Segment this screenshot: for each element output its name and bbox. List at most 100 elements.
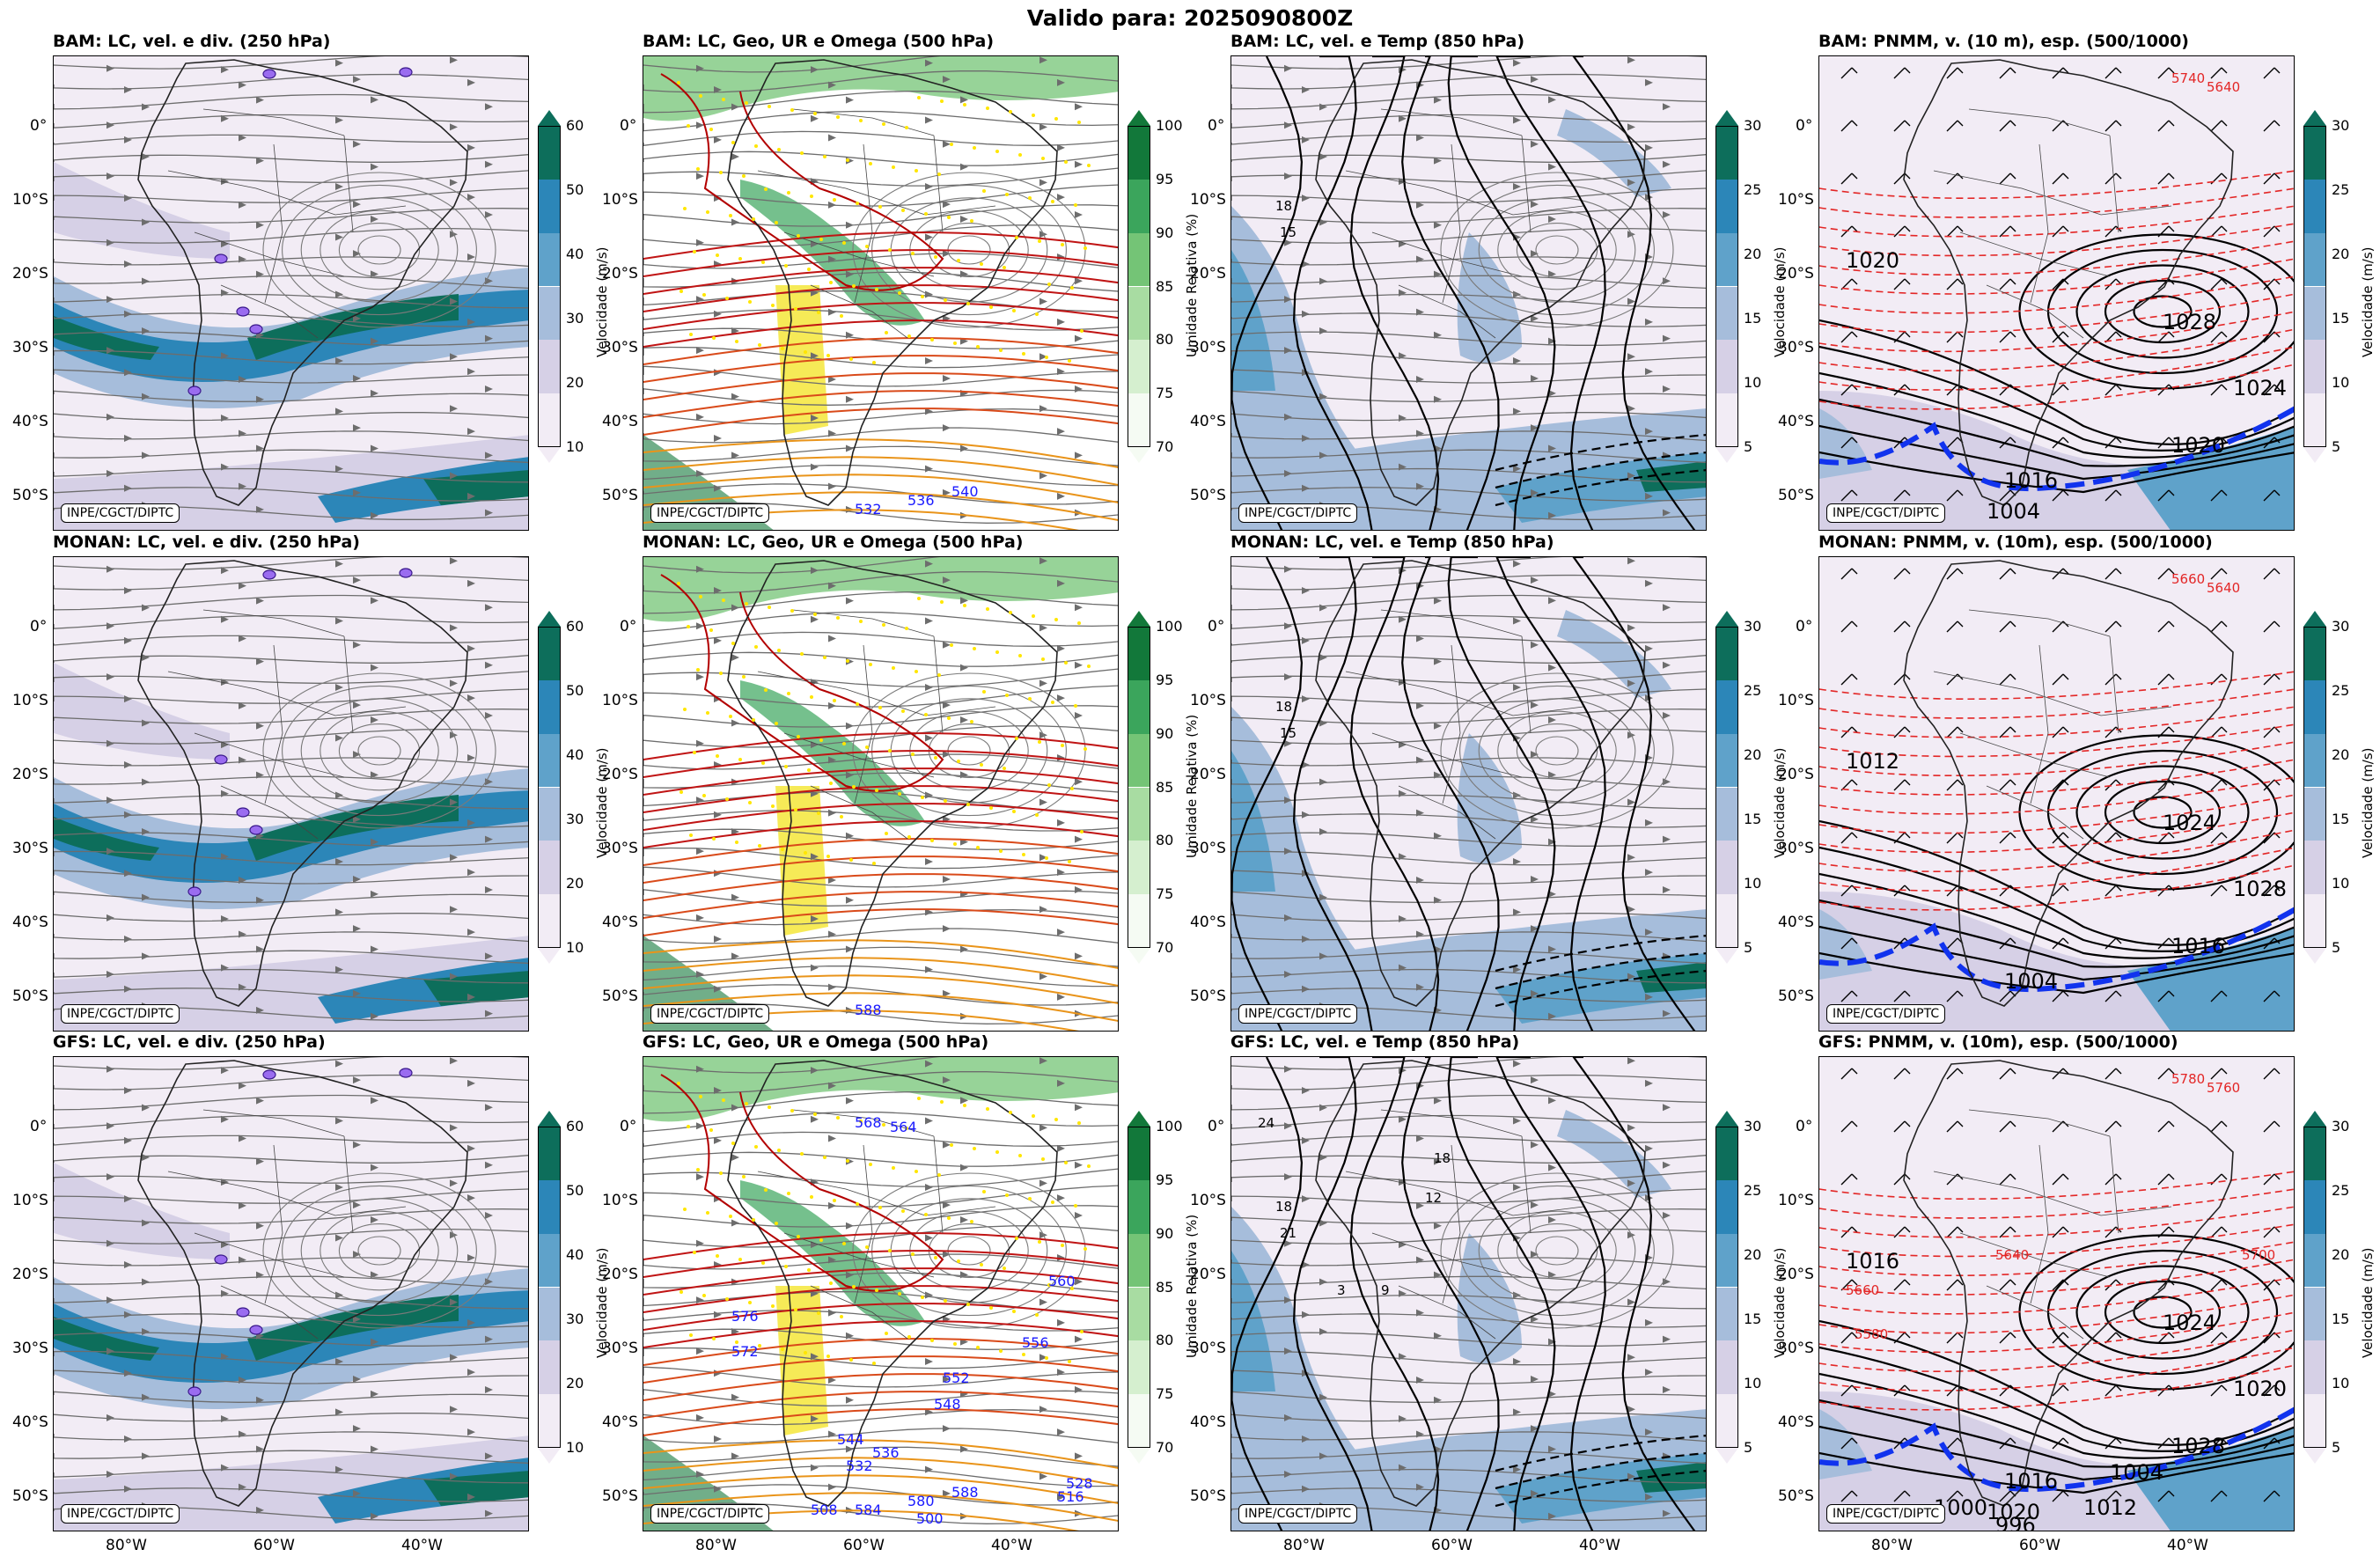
colorbar <box>1128 126 1150 447</box>
map-canvas: 588 <box>643 557 1118 1031</box>
geopotential-label: 560 <box>1048 1273 1076 1289</box>
colorbar-extend-min <box>538 447 561 463</box>
lat-tick-label: 20°S <box>1190 1266 1226 1283</box>
geopotential-label: 580 <box>907 1493 935 1509</box>
lat-tick-label: 10°S <box>602 1192 638 1209</box>
colorbar-frame <box>1128 1127 1150 1448</box>
colorbar-tick-label: 30 <box>2332 618 2350 635</box>
panel-title: BAM: LC, vel. e Temp (850 hPa) <box>1230 32 1525 51</box>
panel-title: GFS: LC, vel. e Temp (850 hPa) <box>1230 1032 1520 1052</box>
thickness-label: 5760 <box>2207 1080 2240 1096</box>
colorbar-segment <box>1128 787 1150 841</box>
colorbar-tick-label: 20 <box>2332 746 2350 763</box>
lon-tick-label: 40°W <box>1579 1537 1620 1554</box>
colorbar <box>2303 126 2326 447</box>
lat-tick-label: 20°S <box>12 766 48 783</box>
colorbar-extend-max <box>2303 611 2326 627</box>
geopotential-label: 516 <box>1057 1488 1084 1505</box>
colorbar-tick-label: 20 <box>2332 1246 2350 1263</box>
colorbar-tick-label: 100 <box>1156 1118 1183 1134</box>
lat-tick-label: 20°S <box>1190 265 1226 283</box>
colorbar-tick-label: 15 <box>1744 1311 1762 1327</box>
credit-badge: INPE/CGCT/DIPTC <box>1238 1004 1358 1024</box>
colorbar-tick-label: 70 <box>1156 438 1174 455</box>
coastline <box>727 560 1058 1007</box>
lat-tick-label: 40°S <box>12 914 48 931</box>
lon-tick-label: 40°W <box>2167 1537 2208 1554</box>
colorbar-tick-label: 95 <box>1156 671 1174 688</box>
colorbar-segment <box>2303 1179 2326 1234</box>
geopotential-label: 552 <box>943 1369 970 1386</box>
colorbar-tick-label: 15 <box>2332 811 2350 827</box>
colorbar-extend-max <box>538 611 561 627</box>
colorbar-segment <box>1715 1233 1738 1288</box>
colorbar-tick-label: 5 <box>2332 1439 2341 1456</box>
geopotential-label: 548 <box>934 1396 961 1413</box>
panel-title: GFS: PNMM, v. (10m), esp. (500/1000) <box>1818 1032 2178 1052</box>
lon-tick-label: 80°W <box>106 1537 147 1554</box>
colorbar-segment <box>2303 179 2326 233</box>
map-panel-gfs-wind250: INPE/CGCT/DIPTC <box>53 1056 529 1531</box>
colorbar-tick-label: 30 <box>2332 117 2350 134</box>
colorbar-tick-label: 15 <box>1744 310 1762 327</box>
lat-tick-label: 50°S <box>1778 487 1814 504</box>
colorbar-segment <box>1715 841 1738 895</box>
lat-tick-label: 30°S <box>602 1340 638 1357</box>
pressure-label: 1024 <box>2233 376 2287 400</box>
figure-suptitle: Valido para: 2025090800Z <box>1026 5 1354 31</box>
coastline <box>1315 59 1646 506</box>
credit-badge: INPE/CGCT/DIPTC <box>61 503 180 523</box>
thickness-label: 5640 <box>2207 580 2240 596</box>
colorbar-segment <box>1715 679 1738 734</box>
colorbar-extend-max <box>2303 110 2326 126</box>
colorbar-frame <box>1715 1127 1738 1448</box>
lat-tick-label: 30°S <box>12 339 48 356</box>
colorbar-segment <box>1715 340 1738 394</box>
colorbar-segment <box>1128 1287 1150 1341</box>
map-canvas <box>54 1057 528 1531</box>
colorbar-tick-label: 20 <box>2332 246 2350 262</box>
colorbar-tick-label: 75 <box>1156 385 1174 402</box>
colorbar-tick-label: 30 <box>2332 1118 2350 1134</box>
lat-tick-label: 20°S <box>602 766 638 783</box>
lon-tick-label: 80°W <box>1871 1537 1913 1554</box>
colorbar-tick-label: 85 <box>1156 778 1174 796</box>
colorbar-extend-min <box>1715 447 1738 463</box>
temperature-label: 18 <box>1275 1199 1292 1215</box>
colorbar-tick-label: 25 <box>2332 1182 2350 1199</box>
lat-tick-label: 0° <box>1796 618 1813 635</box>
lat-tick-label: 0° <box>30 618 48 635</box>
colorbar-segment <box>1715 1340 1738 1395</box>
lat-tick-label: 0° <box>30 1118 48 1135</box>
geopotential-label: 572 <box>731 1343 759 1360</box>
colorbar-segment <box>2303 393 2326 447</box>
colorbar-tick-label: 20 <box>566 875 584 892</box>
map-canvas: 18 21 24 18 12 9 3 <box>1231 1057 1706 1531</box>
colorbar-tick-label: 50 <box>566 181 584 198</box>
map-panel-gfs-geo500: 584 580 588 576 572 568 564 560 556 552 548 544 536 5… <box>643 1056 1119 1531</box>
pressure-label: 1020 <box>1987 1500 2040 1524</box>
geopotential-label: 588 <box>951 1484 979 1501</box>
colorbar-segment <box>1715 894 1738 948</box>
temperature-contours <box>1231 1057 1706 1531</box>
temperature-label: 24 <box>1258 1115 1274 1131</box>
colorbar-tick-label: 25 <box>1744 682 1762 699</box>
lat-tick-label: 0° <box>620 618 637 635</box>
credit-badge: INPE/CGCT/DIPTC <box>1826 503 1946 523</box>
geopotential-label: 544 <box>837 1431 864 1448</box>
colorbar-label: Velocidade (m/s) <box>2360 1246 2376 1358</box>
colorbar-segment <box>538 627 561 680</box>
lat-tick-label: 10°S <box>1778 191 1814 209</box>
streamlines <box>1231 557 1706 1021</box>
colorbar-tick-label: 30 <box>1744 1118 1762 1134</box>
lat-tick-label: 40°S <box>602 914 638 931</box>
colorbar-segment <box>538 1179 561 1234</box>
colorbar-segment <box>1128 1179 1150 1234</box>
lon-tick-label: 60°W <box>2019 1537 2060 1554</box>
colorbar-segment <box>2303 1340 2326 1395</box>
colorbar-segment <box>1128 679 1150 734</box>
colorbar-segment <box>2303 787 2326 841</box>
lat-tick-label: 20°S <box>1190 766 1226 783</box>
